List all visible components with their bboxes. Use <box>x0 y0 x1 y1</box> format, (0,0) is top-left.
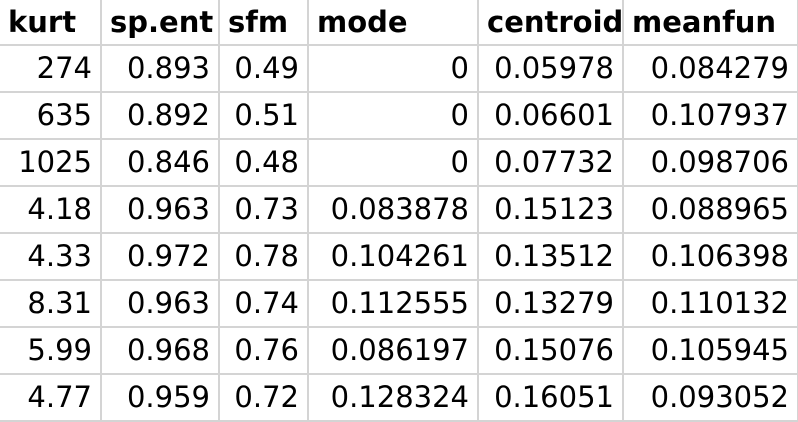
table-cell[interactable]: 0.106398 <box>623 233 798 281</box>
table-cell[interactable]: 635 <box>0 92 102 140</box>
table-cell[interactable]: 0.07732 <box>478 139 624 187</box>
table-cell[interactable]: 0.51 <box>219 92 309 140</box>
table-cell[interactable]: 0.086197 <box>308 327 479 375</box>
table-row: 4.18 0.963 0.73 0.083878 0.15123 0.08896… <box>0 186 798 234</box>
table-cell[interactable]: 0.74 <box>219 280 309 328</box>
table-row: 8.31 0.963 0.74 0.112555 0.13279 0.11013… <box>0 280 798 328</box>
table-cell[interactable]: 0.15123 <box>478 186 624 234</box>
table-cell[interactable]: 0.16051 <box>478 374 624 422</box>
table-cell[interactable]: 0.48 <box>219 139 309 187</box>
table-row: 1025 0.846 0.48 0 0.07732 0.098706 <box>0 139 798 187</box>
column-header-sp-ent[interactable]: sp.ent <box>101 0 220 46</box>
table-cell[interactable]: 0.107937 <box>623 92 798 140</box>
table-cell[interactable]: 0 <box>308 139 479 187</box>
table-cell[interactable]: 0.098706 <box>623 139 798 187</box>
table-cell[interactable]: 0.893 <box>101 45 220 93</box>
column-header-kurt[interactable]: kurt <box>0 0 102 46</box>
table-cell[interactable]: 0.112555 <box>308 280 479 328</box>
table-cell[interactable]: 4.18 <box>0 186 102 234</box>
table-cell[interactable]: 0.110132 <box>623 280 798 328</box>
table-cell[interactable]: 0.083878 <box>308 186 479 234</box>
table-cell[interactable]: 0.73 <box>219 186 309 234</box>
column-header-sfm[interactable]: sfm <box>219 0 309 46</box>
table-cell[interactable]: 1025 <box>0 139 102 187</box>
table-row: 4.33 0.972 0.78 0.104261 0.13512 0.10639… <box>0 233 798 281</box>
table-cell[interactable]: 0.78 <box>219 233 309 281</box>
table-cell[interactable]: 0.104261 <box>308 233 479 281</box>
table-cell[interactable]: 0.128324 <box>308 374 479 422</box>
table-cell[interactable]: 0.892 <box>101 92 220 140</box>
table-cell[interactable]: 8.31 <box>0 280 102 328</box>
table-cell[interactable]: 0 <box>308 92 479 140</box>
table-cell[interactable]: 0 <box>308 45 479 93</box>
table-cell[interactable]: 0.968 <box>101 327 220 375</box>
table-cell[interactable]: 0.972 <box>101 233 220 281</box>
header-row-group: kurt sp.ent sfm mode centroid meanfun <box>0 0 798 46</box>
column-header-meanfun[interactable]: meanfun <box>623 0 798 46</box>
table-cell[interactable]: 4.77 <box>0 374 102 422</box>
table-cell[interactable]: 0.06601 <box>478 92 624 140</box>
table-cell[interactable]: 0.105945 <box>623 327 798 375</box>
table-cell[interactable]: 0.13512 <box>478 233 624 281</box>
table-row: 4.77 0.959 0.72 0.128324 0.16051 0.09305… <box>0 374 798 422</box>
table-row: 274 0.893 0.49 0 0.05978 0.084279 <box>0 45 798 93</box>
table-cell[interactable]: 0.05978 <box>478 45 624 93</box>
table-row: 5.99 0.968 0.76 0.086197 0.15076 0.10594… <box>0 327 798 375</box>
table-cell[interactable]: 0.72 <box>219 374 309 422</box>
table-cell[interactable]: 274 <box>0 45 102 93</box>
table-cell[interactable]: 0.15076 <box>478 327 624 375</box>
table-cell[interactable]: 0.084279 <box>623 45 798 93</box>
table-cell[interactable]: 4.33 <box>0 233 102 281</box>
table-cell[interactable]: 0.963 <box>101 186 220 234</box>
table-cell[interactable]: 0.846 <box>101 139 220 187</box>
table-cell[interactable]: 0.088965 <box>623 186 798 234</box>
header-row: kurt sp.ent sfm mode centroid meanfun <box>0 0 798 46</box>
table-cell[interactable]: 0.093052 <box>623 374 798 422</box>
data-rows: 274 0.893 0.49 0 0.05978 0.084279 635 0.… <box>0 45 798 422</box>
table-cell[interactable]: 0.963 <box>101 280 220 328</box>
table-cell[interactable]: 0.959 <box>101 374 220 422</box>
table-cell[interactable]: 5.99 <box>0 327 102 375</box>
column-header-centroid[interactable]: centroid <box>478 0 624 46</box>
table-row: 635 0.892 0.51 0 0.06601 0.107937 <box>0 92 798 140</box>
table-cell[interactable]: 0.76 <box>219 327 309 375</box>
table-cell[interactable]: 0.13279 <box>478 280 624 328</box>
table-cell[interactable]: 0.49 <box>219 45 309 93</box>
column-header-mode[interactable]: mode <box>308 0 479 46</box>
